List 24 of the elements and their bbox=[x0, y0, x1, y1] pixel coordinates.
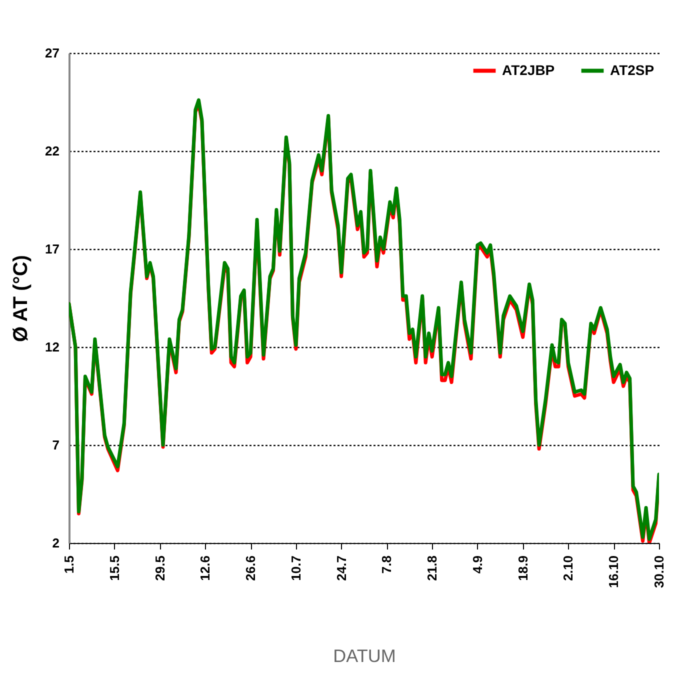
y-tick-label: 17 bbox=[45, 242, 60, 256]
x-tick-label: 30.10 bbox=[652, 556, 666, 588]
x-tick-label: 21.8 bbox=[424, 556, 440, 581]
legend-label: AT2SP bbox=[610, 62, 654, 78]
x-tick-label: 15.5 bbox=[106, 556, 122, 581]
x-tick-label: 10.7 bbox=[288, 556, 304, 581]
x-tick-label: 16.10 bbox=[606, 556, 622, 588]
y-tick-label: 7 bbox=[52, 438, 60, 452]
x-tick-label: 29.5 bbox=[152, 556, 168, 581]
x-tick-label: 26.6 bbox=[243, 556, 258, 581]
x-tick-label: 12.6 bbox=[198, 556, 213, 581]
x-axis-title: DATUM bbox=[333, 646, 396, 666]
y-tick-label: 22 bbox=[45, 144, 60, 158]
legend-label: AT2JBP bbox=[502, 62, 555, 78]
x-tick-label: 18.9 bbox=[515, 556, 530, 581]
x-tick-label: 1.5 bbox=[62, 556, 76, 574]
x-tick-label: 2.10 bbox=[560, 556, 576, 581]
x-tick-label: 4.9 bbox=[470, 556, 485, 574]
x-tick-label: 7.8 bbox=[379, 556, 394, 574]
y-tick-label: 12 bbox=[45, 340, 60, 354]
x-tick-label: 24.7 bbox=[334, 556, 349, 581]
y-tick-label: 2 bbox=[52, 536, 60, 550]
y-axis-title: Ø AT (°C) bbox=[10, 255, 32, 342]
y-tick-label: 27 bbox=[45, 46, 60, 60]
